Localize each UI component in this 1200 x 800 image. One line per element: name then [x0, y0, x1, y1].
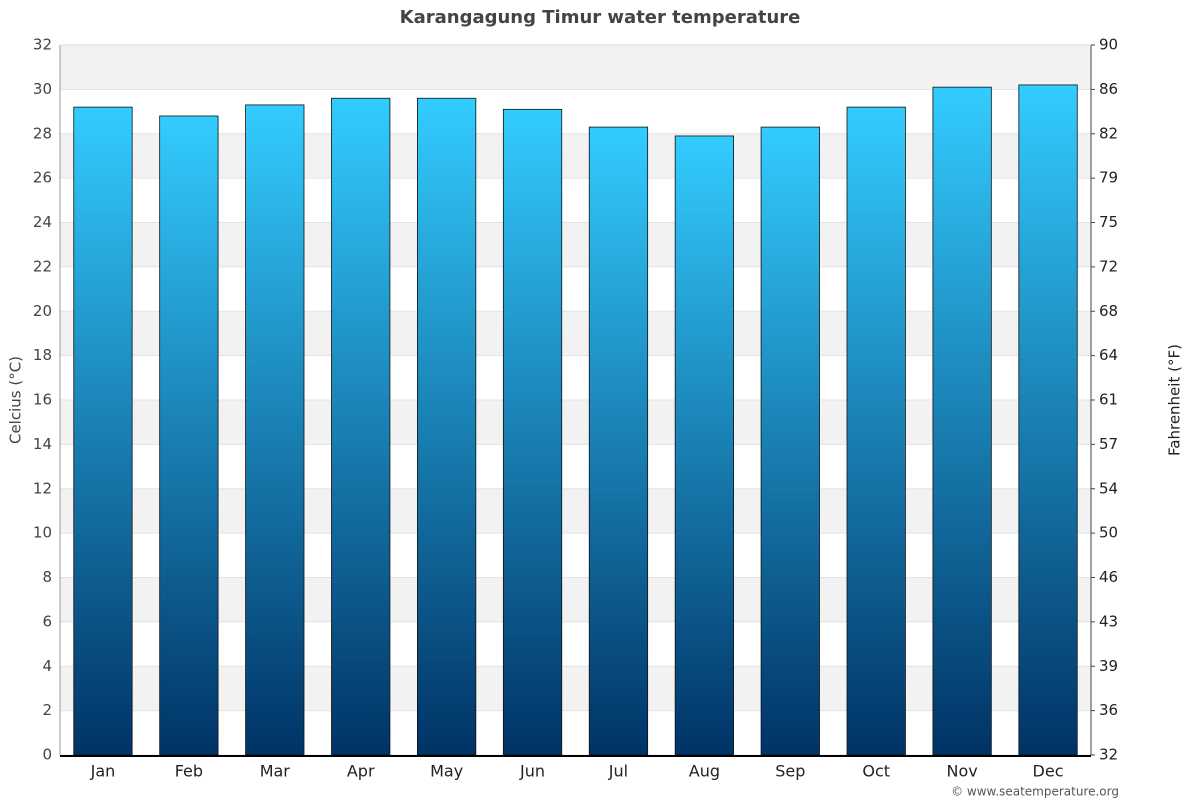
y-tick-label: 0	[42, 746, 52, 764]
bar	[932, 86, 992, 756]
y2-tick-label: 82	[1099, 124, 1118, 142]
y-tick-label: 22	[33, 257, 52, 275]
grid-band	[60, 45, 1091, 90]
y-tick-label: 26	[33, 169, 52, 187]
credit: © www.seatemperature.org	[951, 785, 1119, 799]
y-tick-label: 18	[33, 346, 52, 364]
grid-band	[60, 666, 1091, 711]
bar	[846, 106, 906, 756]
bar	[159, 115, 219, 756]
x-tick-label: Apr	[347, 762, 375, 781]
plot-background	[60, 45, 1091, 711]
y-tick-label: 20	[33, 302, 52, 320]
y-tick-label: 8	[42, 568, 52, 586]
y2-tick-label: 61	[1099, 391, 1118, 409]
chart-title: Karangagung Timur water temperature	[400, 7, 801, 28]
bar	[760, 126, 820, 756]
y2-tick-label: 75	[1099, 213, 1118, 231]
y2-tick-label: 43	[1099, 612, 1118, 630]
y2-axis-label: Fahrenheit (°F)	[1166, 344, 1184, 456]
y2-tick-label: 57	[1099, 435, 1118, 453]
grid-band	[60, 311, 1091, 356]
bar	[674, 135, 734, 756]
x-tick-label: Oct	[862, 762, 890, 781]
x-tick-label: May	[430, 762, 463, 781]
x-tick-label: Sep	[775, 762, 805, 781]
y2-tick-label: 79	[1099, 169, 1118, 187]
y2-tick-label: 50	[1099, 524, 1118, 542]
y-tick-label: 14	[33, 435, 52, 453]
bar	[245, 104, 305, 756]
y2-tick-label: 86	[1099, 80, 1118, 98]
y-tick-label: 6	[42, 612, 52, 630]
y2-tick-label: 32	[1099, 746, 1118, 764]
bar	[73, 106, 133, 756]
y2-tick-label: 39	[1099, 657, 1118, 675]
y-tick-label: 4	[42, 657, 52, 675]
y2-tick-label: 68	[1099, 302, 1118, 320]
y-tick-label: 30	[33, 80, 52, 98]
grid-band	[60, 222, 1091, 267]
bar	[417, 97, 477, 756]
y-tick-label: 28	[33, 124, 52, 142]
y2-tick-label: 64	[1099, 346, 1118, 364]
x-tick-label: Mar	[260, 762, 291, 781]
bar	[502, 108, 563, 756]
x-tick-label: Aug	[689, 762, 720, 781]
bar	[588, 126, 649, 756]
x-tick-label: Dec	[1033, 762, 1064, 781]
y2-tick-label: 46	[1099, 568, 1118, 586]
y-axis-label: Celcius (°C)	[7, 356, 25, 444]
y2-tick-label: 72	[1099, 257, 1118, 275]
grid-band	[60, 133, 1091, 179]
x-tick-label: Nov	[947, 762, 978, 781]
grid-band	[60, 400, 1091, 445]
x-tick-label: Jul	[608, 762, 628, 781]
grid-band	[60, 488, 1091, 534]
y-tick-label: 24	[33, 213, 52, 231]
grid-band	[60, 577, 1091, 622]
y2-tick-label: 36	[1099, 701, 1118, 719]
y-tick-label: 2	[42, 701, 52, 719]
x-tick-label: Jan	[90, 762, 116, 781]
y-tick-label: 10	[33, 524, 52, 542]
y2-tick-label: 54	[1099, 479, 1118, 497]
x-tick-label: Jun	[519, 762, 545, 781]
bar	[331, 97, 391, 756]
y-tick-label: 32	[33, 36, 52, 54]
y-tick-label: 16	[33, 391, 52, 409]
y2-tick-label: 90	[1099, 36, 1118, 54]
bar	[1018, 84, 1078, 756]
x-tick-label: Feb	[175, 762, 203, 781]
y-tick-label: 12	[33, 479, 52, 497]
